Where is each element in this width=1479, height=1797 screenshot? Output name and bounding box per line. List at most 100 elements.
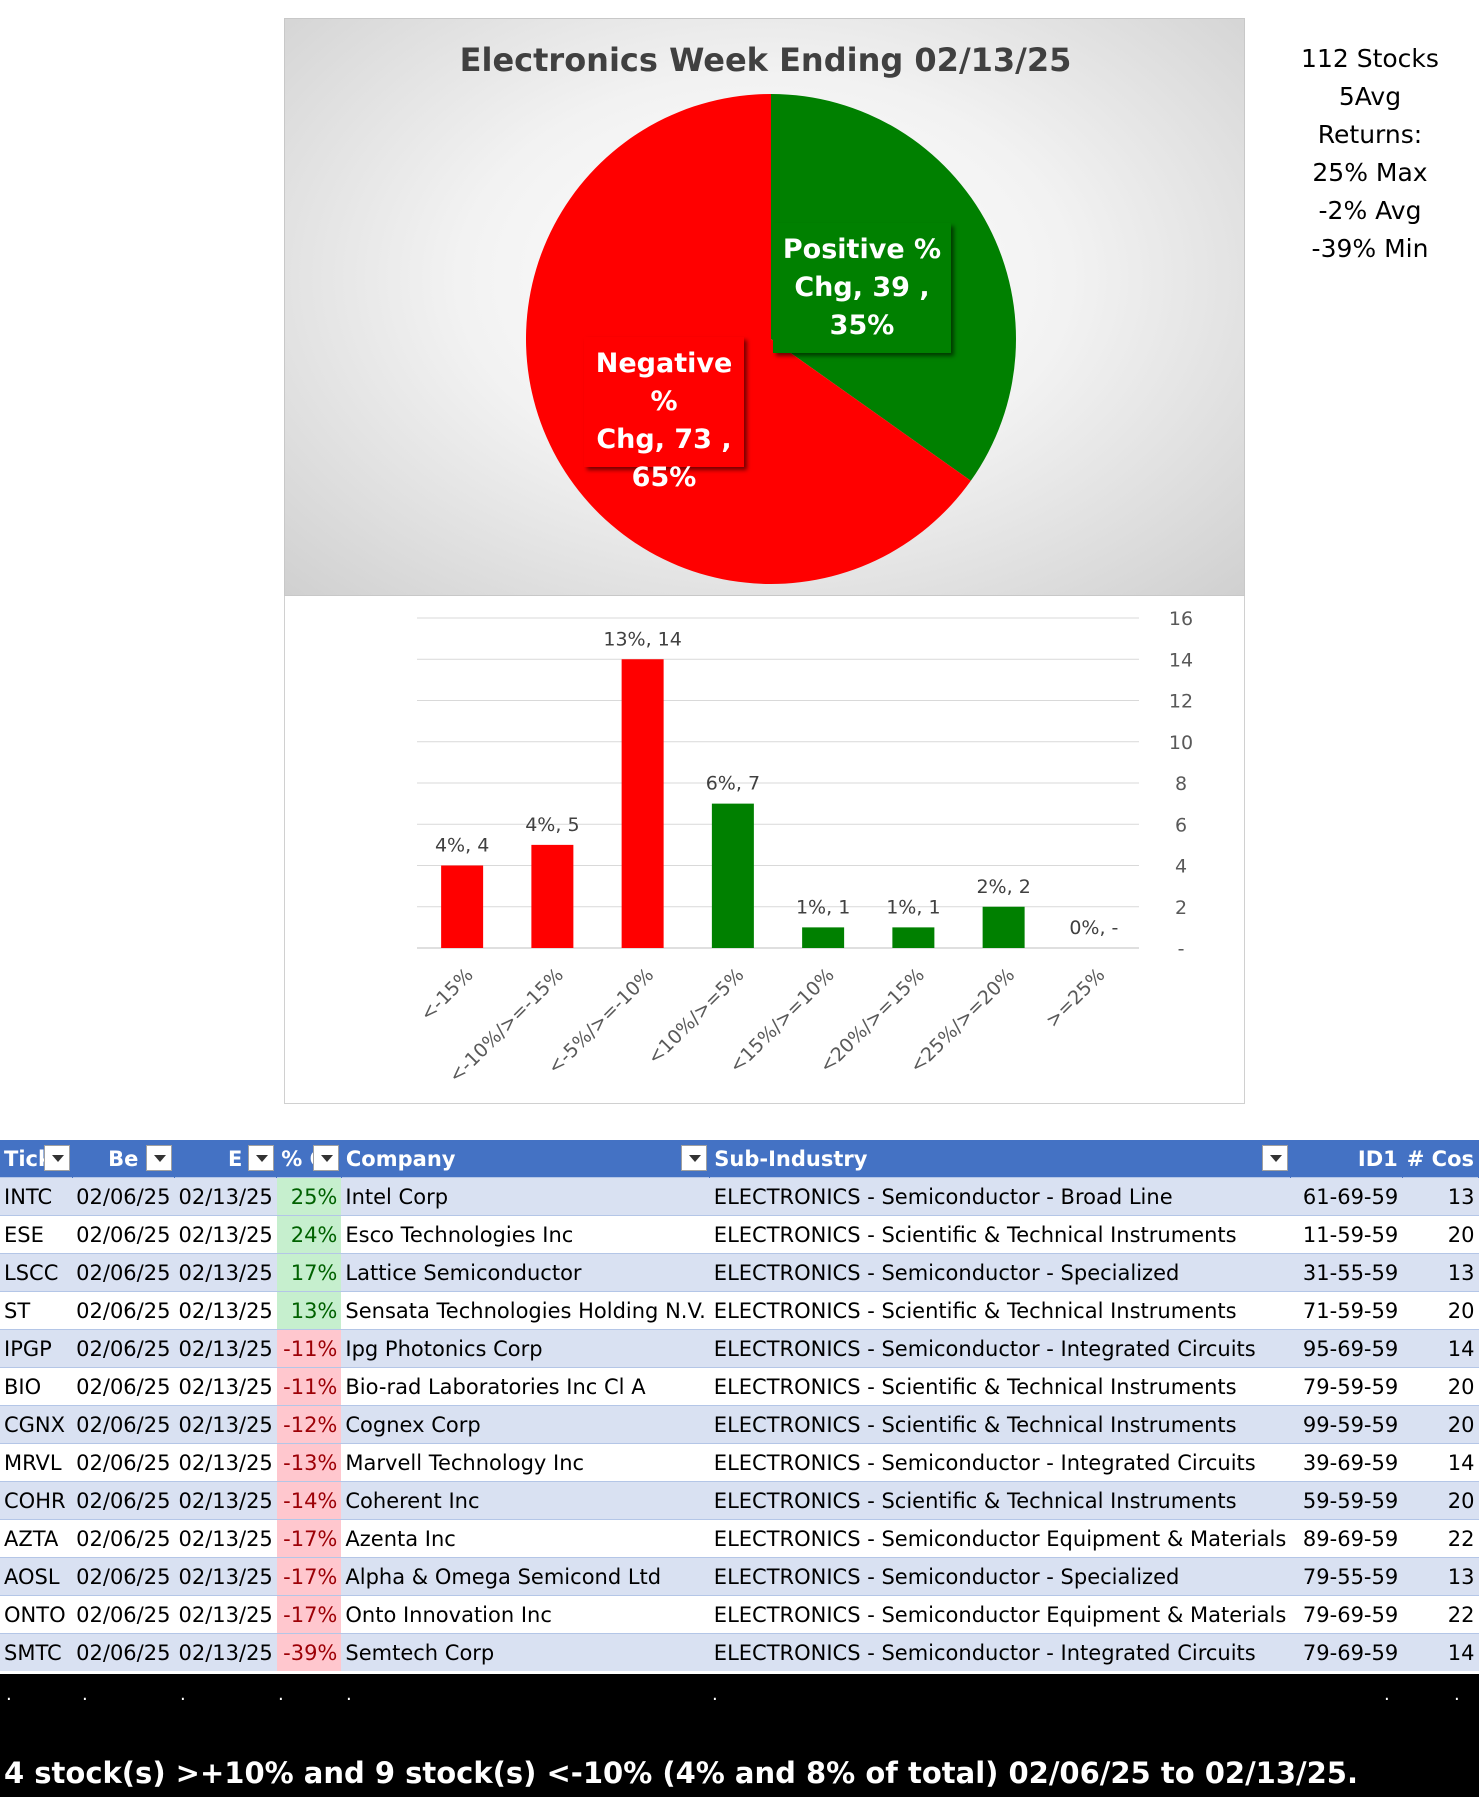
cell-id1: 79-69-59	[1290, 1633, 1403, 1671]
cell-begin-date: 02/06/25	[72, 1177, 175, 1216]
table-row[interactable]: AZTA 02/06/25 02/13/25 -17% Azenta Inc ELECTR…	[0, 1519, 1479, 1558]
cell-begin-date: 02/06/25	[72, 1291, 175, 1330]
filter-dropdown-icon[interactable]	[43, 1145, 70, 1171]
cell-num-cos: 20	[1402, 1367, 1479, 1406]
cell-id1: 89-69-59	[1290, 1519, 1403, 1558]
cell-sub-industry: ELECTRONICS - Scientific & Technical Ins…	[709, 1291, 1291, 1330]
cell-sub-industry: ELECTRONICS - Semiconductor Equipment & …	[709, 1595, 1291, 1634]
stat-max: 25% Max	[1312, 158, 1428, 187]
header-num-cos[interactable]: # Cos	[1402, 1140, 1479, 1178]
cell-pct-change: -12%	[276, 1405, 342, 1444]
cell-pct-change: -13%	[276, 1443, 342, 1482]
cell-pct-change: 17%	[276, 1253, 342, 1292]
cell-id1: 79-59-59	[1290, 1367, 1403, 1406]
bar	[711, 803, 754, 948]
cell-company: Cognex Corp	[341, 1405, 710, 1444]
cell-ticker: ST	[0, 1291, 73, 1330]
footer-summary: . . . . . . . . 4 stock(s) >+10% and 9 s…	[0, 1674, 1479, 1797]
header-id1[interactable]: ID1	[1290, 1140, 1403, 1178]
cell-pct-change: -17%	[276, 1595, 342, 1634]
cell-num-cos: 20	[1402, 1215, 1479, 1254]
cell-begin-date: 02/06/25	[72, 1633, 175, 1671]
header-sub-industry[interactable]: Sub-Industry	[709, 1140, 1291, 1178]
cell-num-cos: 13	[1402, 1253, 1479, 1292]
cell-pct-change: -14%	[276, 1481, 342, 1520]
header-ticker[interactable]: Tick	[0, 1140, 73, 1178]
cell-ticker: IPGP	[0, 1329, 73, 1368]
cell-company: Sensata Technologies Holding N.V.	[341, 1291, 710, 1330]
cell-sub-industry: ELECTRONICS - Semiconductor - Broad Line	[709, 1177, 1291, 1216]
cell-ticker: INTC	[0, 1177, 73, 1216]
table-row[interactable]: LSCC 02/06/25 02/13/25 17% Lattice Semicondu…	[0, 1253, 1479, 1292]
pie-chart-title: Electronics Week Ending 02/13/25	[459, 41, 1072, 79]
cell-id1: 31-55-59	[1290, 1253, 1403, 1292]
cell-sub-industry: ELECTRONICS - Scientific & Technical Ins…	[709, 1215, 1291, 1254]
cell-company: Intel Corp	[341, 1177, 710, 1216]
table-row[interactable]: COHR 02/06/25 02/13/25 -14% Coherent Inc ELEC…	[0, 1481, 1479, 1520]
cell-ticker: AOSL	[0, 1557, 73, 1596]
cell-num-cos: 14	[1402, 1443, 1479, 1482]
table-row[interactable]: ST 02/06/25 02/13/25 13% Sensata Technologie…	[0, 1291, 1479, 1330]
positive-slice-label: Positive % Chg, 39 , 35%	[773, 223, 951, 353]
cell-begin-date: 02/06/25	[72, 1557, 175, 1596]
cell-ticker: AZTA	[0, 1519, 73, 1558]
y-tick-label: 2	[1175, 897, 1187, 919]
bar	[621, 659, 664, 948]
y-tick-label: 6	[1175, 814, 1187, 836]
cell-sub-industry: ELECTRONICS - Scientific & Technical Ins…	[709, 1367, 1291, 1406]
filter-dropdown-icon[interactable]	[145, 1145, 172, 1171]
cell-end-date: 02/13/25	[174, 1443, 277, 1482]
table-row[interactable]: MRVL 02/06/25 02/13/25 -13% Marvell Technolo…	[0, 1443, 1479, 1482]
bar	[892, 927, 935, 948]
table-row[interactable]: BIO 02/06/25 02/13/25 -11% Bio-rad Laborator…	[0, 1367, 1479, 1406]
cell-company: Lattice Semiconductor	[341, 1253, 710, 1292]
cell-num-cos: 20	[1402, 1291, 1479, 1330]
cell-id1: 95-69-59	[1290, 1329, 1403, 1368]
bar	[802, 927, 845, 948]
table-row[interactable]: SMTC 02/06/25 02/13/25 -39% Semtech Corp ELEC…	[0, 1633, 1479, 1671]
negative-slice-label: Negative % Chg, 73 , 65%	[584, 337, 744, 493]
cell-pct-change: 24%	[276, 1215, 342, 1254]
header-company[interactable]: Company	[341, 1140, 711, 1178]
filter-dropdown-icon[interactable]	[248, 1145, 275, 1171]
bar-chart-panel: -2 4 6 8 10 12 14 16 4%, 4 <-15% 4%, 5 <-10%/>=-15%…	[284, 596, 1245, 1104]
cell-end-date: 02/13/25	[174, 1595, 277, 1634]
header-begin[interactable]: Be	[72, 1140, 175, 1178]
bar-data-label: 2%, 2	[976, 876, 1030, 898]
filter-dropdown-icon[interactable]	[312, 1145, 339, 1171]
cell-begin-date: 02/06/25	[72, 1253, 175, 1292]
y-tick-label: -	[1178, 938, 1185, 960]
table-row[interactable]: IPGP 02/06/25 02/13/25 -11% Ipg Photonics Co…	[0, 1329, 1479, 1368]
filter-dropdown-icon[interactable]	[1261, 1145, 1288, 1171]
cell-sub-industry: ELECTRONICS - Semiconductor - Integrated…	[709, 1633, 1291, 1671]
stat-avg: -2% Avg	[1318, 196, 1422, 225]
pie-chart	[525, 94, 1016, 585]
header-pct-change[interactable]: % C	[276, 1140, 342, 1178]
stat-returns-label: Returns:	[1317, 120, 1423, 149]
cell-id1: 11-59-59	[1290, 1215, 1403, 1254]
table-row[interactable]: ONTO 02/06/25 02/13/25 -17% Onto Innovation …	[0, 1595, 1479, 1634]
cell-num-cos: 13	[1402, 1177, 1479, 1216]
bar-data-label: 6%, 7	[706, 773, 760, 795]
cell-company: Alpha & Omega Semicond Ltd	[341, 1557, 710, 1596]
table-row[interactable]: AOSL 02/06/25 02/13/25 -17% Alpha & Omega Se…	[0, 1557, 1479, 1596]
bar	[982, 906, 1025, 948]
bar-data-label: 4%, 5	[525, 814, 579, 836]
cell-id1: 59-59-59	[1290, 1481, 1403, 1520]
stat-avg-label: 5Avg	[1338, 82, 1402, 111]
table-row[interactable]: ESE 02/06/25 02/13/25 24% Esco Technologies …	[0, 1215, 1479, 1254]
filter-dropdown-icon[interactable]	[681, 1145, 708, 1171]
header-end[interactable]: E	[174, 1140, 278, 1178]
table-row[interactable]: CGNX 02/06/25 02/13/25 -12% Cognex Corp ELECT…	[0, 1405, 1479, 1444]
cell-end-date: 02/13/25	[174, 1177, 277, 1216]
cell-company: Azenta Inc	[341, 1519, 710, 1558]
table-header-row: Tick Be E % C Company Sub-Industry ID1 #…	[0, 1140, 1479, 1178]
cell-company: Bio-rad Laboratories Inc Cl A	[341, 1367, 710, 1406]
cell-id1: 99-59-59	[1290, 1405, 1403, 1444]
cell-id1: 39-69-59	[1290, 1443, 1403, 1482]
cell-company: Semtech Corp	[341, 1633, 710, 1671]
table-row[interactable]: INTC 02/06/25 02/13/25 25% Intel Corp ELECTRO…	[0, 1177, 1479, 1216]
cell-end-date: 02/13/25	[174, 1633, 277, 1671]
y-tick-label: 4	[1175, 856, 1187, 878]
summary-stats: 112 Stocks 5Avg Returns: 25% Max -2% Avg…	[1290, 40, 1450, 268]
